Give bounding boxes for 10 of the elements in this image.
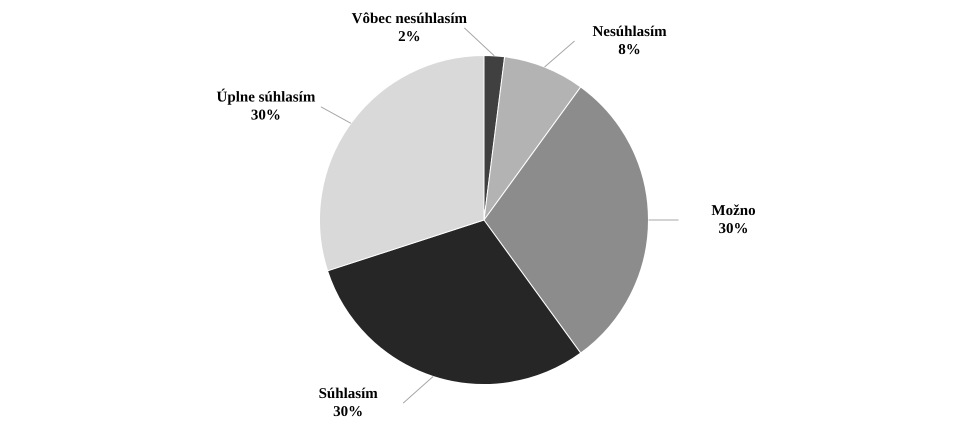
slice-label: Nesúhlasím <box>592 24 668 40</box>
data-label: 30% <box>718 220 748 237</box>
data-label: 2% <box>398 28 421 45</box>
data-label: 8% <box>618 42 641 58</box>
data-label: 30% <box>250 108 281 124</box>
slice-label: Vôbec nesúhlasím <box>352 10 468 27</box>
data-label: 30% <box>333 404 364 420</box>
slice-label: Možno <box>711 202 756 219</box>
slice-label: Súhlasím <box>318 386 378 402</box>
slice-label: Úplne súhlasím <box>216 88 316 106</box>
